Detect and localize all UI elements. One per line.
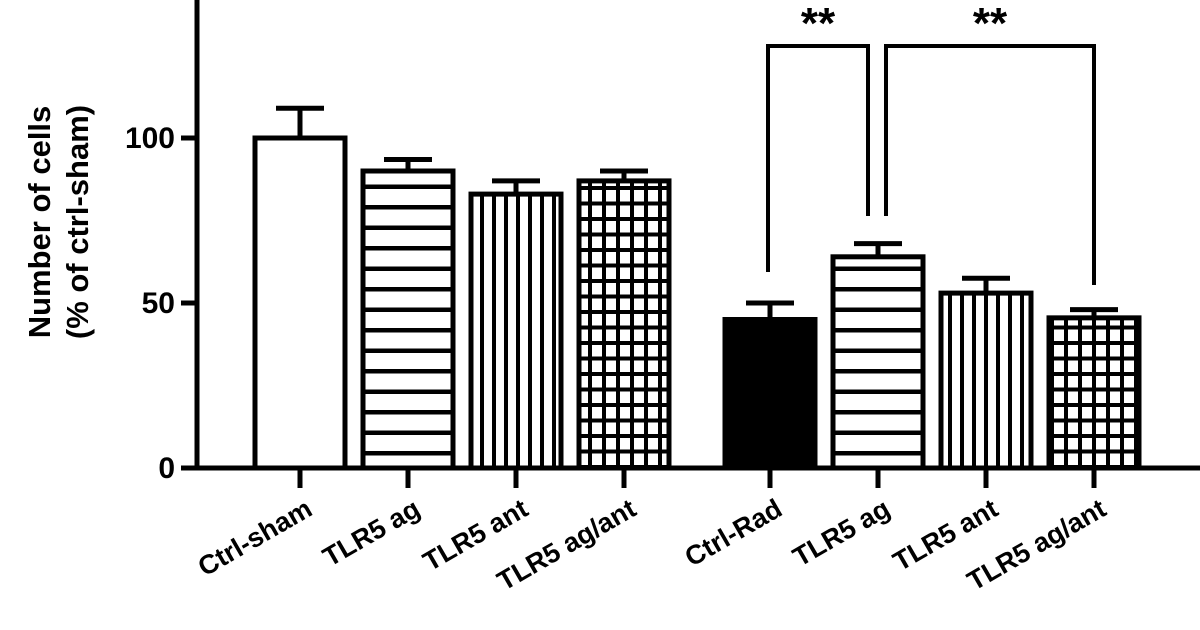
y-axis-label-line-1: Number of cells bbox=[22, 106, 57, 339]
x-tick-label-5: TLR5 ag bbox=[788, 493, 895, 572]
bar-2 bbox=[468, 191, 564, 471]
bar-3 bbox=[576, 178, 672, 471]
bar-7 bbox=[1046, 315, 1142, 471]
significance-bracket-0 bbox=[766, 44, 870, 272]
y-axis-label-line-2: (% of ctrl-sham) bbox=[60, 105, 95, 339]
x-tick-label-4: Ctrl-Rad bbox=[680, 493, 787, 572]
bar-4 bbox=[722, 317, 818, 471]
bar-6 bbox=[938, 290, 1034, 471]
bar-0 bbox=[252, 135, 348, 471]
y-tick-label-100: 100 bbox=[125, 122, 175, 155]
x-tick-label-1: TLR5 ag bbox=[318, 493, 425, 572]
y-tick-label-50: 50 bbox=[142, 287, 175, 320]
bar-5 bbox=[830, 254, 926, 471]
x-tick-label-0: Ctrl-sham bbox=[193, 493, 317, 582]
significance-label-0: ** bbox=[801, 0, 836, 48]
y-axis-label: Number of cells (% of ctrl-sham) bbox=[22, 105, 95, 339]
bar-1 bbox=[360, 168, 456, 471]
y-tick-label-0: 0 bbox=[158, 452, 175, 485]
significance-bracket-1 bbox=[884, 44, 1096, 285]
significance-label-1: ** bbox=[973, 0, 1008, 48]
